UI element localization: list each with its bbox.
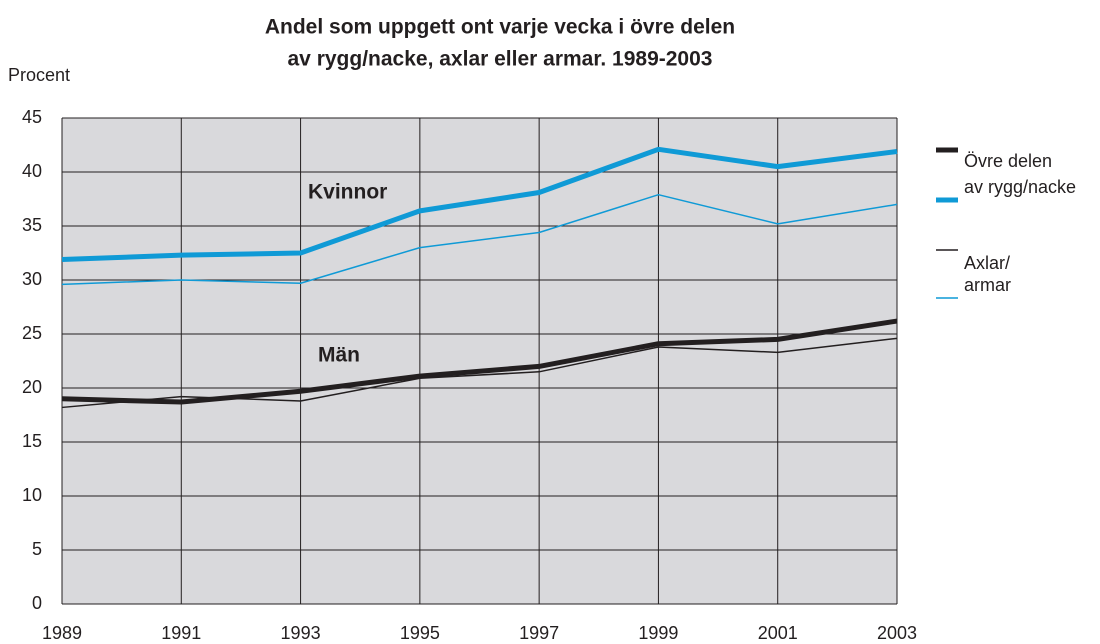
y-tick-label: 45 xyxy=(22,107,42,127)
y-tick-label: 40 xyxy=(22,161,42,181)
x-tick-label: 1997 xyxy=(519,623,559,643)
y-tick-label: 5 xyxy=(32,539,42,559)
x-tick-label: 2003 xyxy=(877,623,917,643)
x-tick-label: 1999 xyxy=(638,623,678,643)
legend-label: armar xyxy=(964,275,1011,295)
y-tick-label: 0 xyxy=(32,593,42,613)
x-tick-label: 2001 xyxy=(758,623,798,643)
annotation: Kvinnor xyxy=(308,181,387,204)
y-axis-label: Procent xyxy=(8,65,70,85)
y-tick-label: 35 xyxy=(22,215,42,235)
y-tick-label: 30 xyxy=(22,269,42,289)
annotation: Män xyxy=(318,344,360,367)
y-tick-label: 20 xyxy=(22,377,42,397)
x-tick-label: 1989 xyxy=(42,623,82,643)
chart-title: av rygg/nacke, axlar eller armar. 1989-2… xyxy=(288,48,713,71)
y-tick-label: 25 xyxy=(22,323,42,343)
series-line xyxy=(61,337,898,409)
legend-label: av rygg/nacke xyxy=(964,177,1076,197)
series-line xyxy=(61,193,898,286)
y-tick-label: 15 xyxy=(22,431,42,451)
series-line xyxy=(61,146,898,262)
legend-label: Axlar/ xyxy=(964,253,1010,273)
plot-area xyxy=(62,118,897,604)
x-tick-label: 1993 xyxy=(281,623,321,643)
legend-label: Övre delen xyxy=(964,151,1052,171)
series-line xyxy=(61,318,898,405)
chart-title: Andel som uppgett ont varje vecka i övre… xyxy=(265,16,735,39)
x-tick-label: 1995 xyxy=(400,623,440,643)
x-tick-label: 1991 xyxy=(161,623,201,643)
y-tick-label: 10 xyxy=(22,485,42,505)
